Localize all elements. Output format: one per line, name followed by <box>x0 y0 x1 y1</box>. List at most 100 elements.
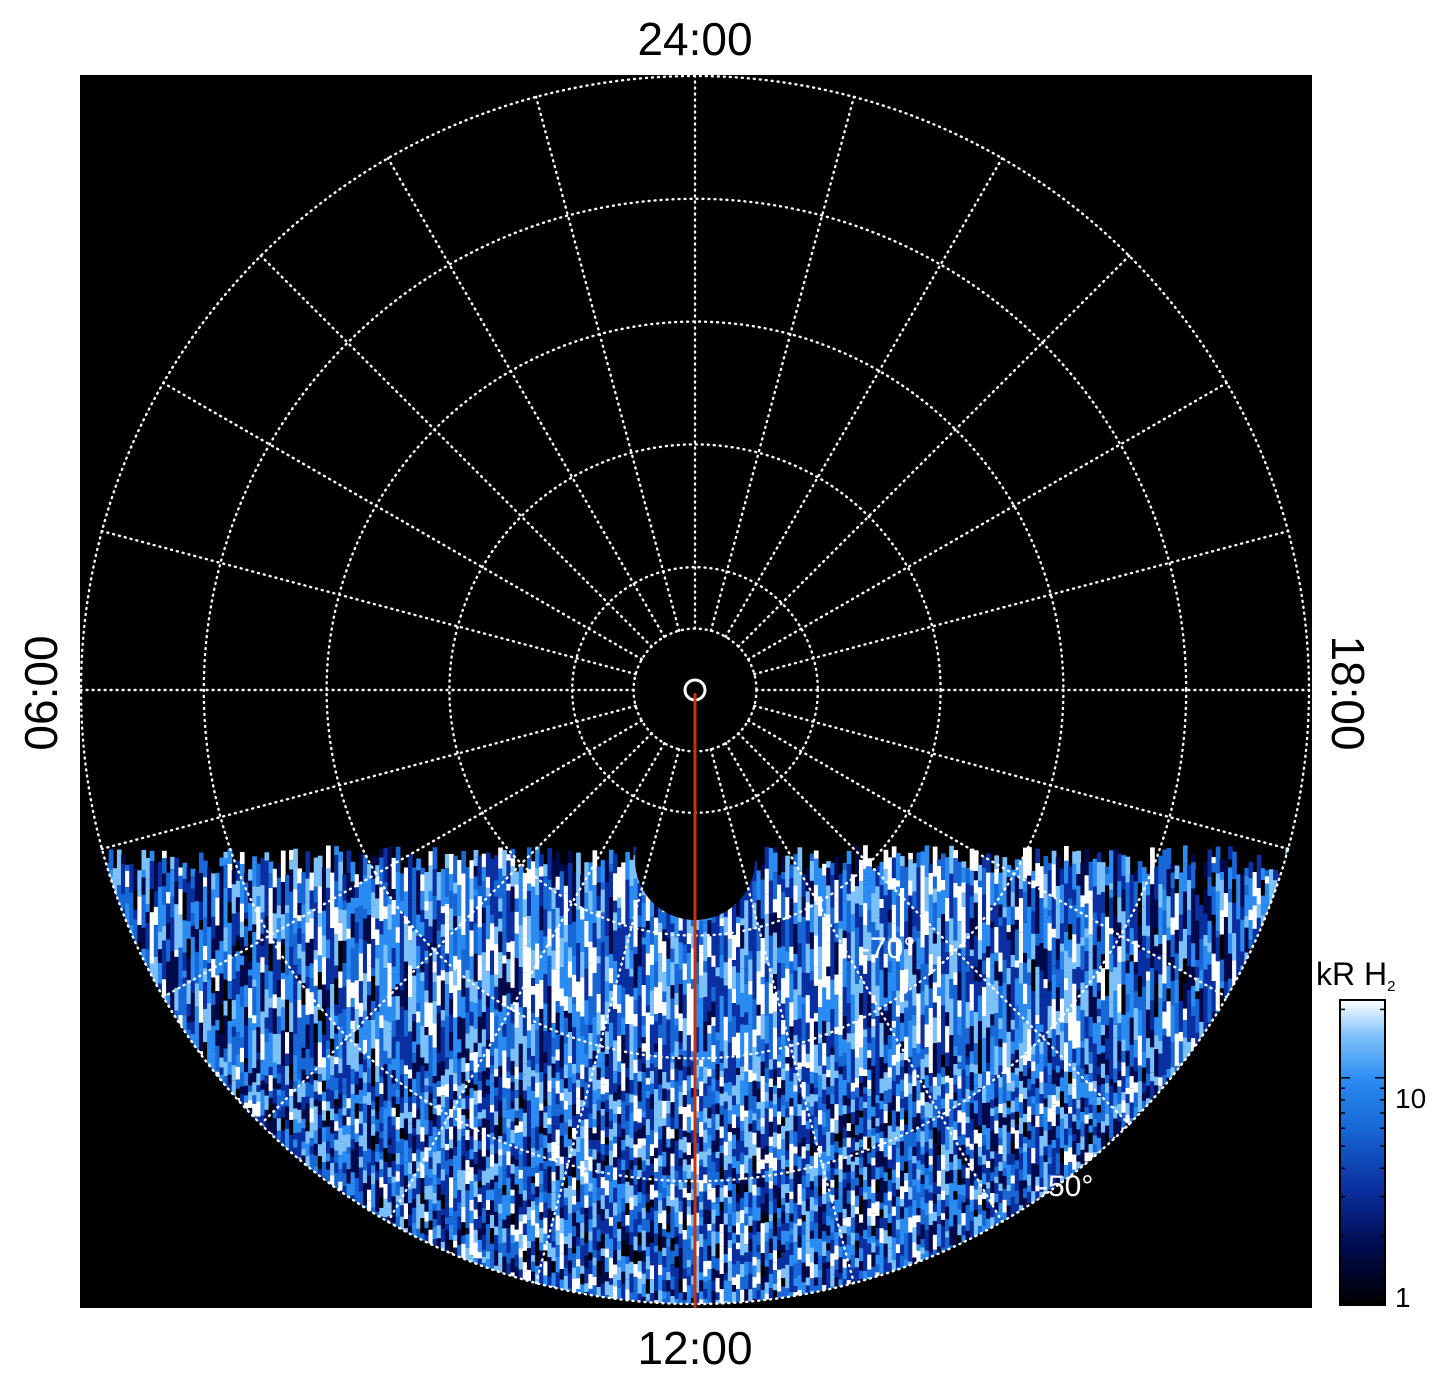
emission-cell <box>576 954 581 982</box>
emission-cell <box>498 1032 503 1066</box>
emission-cell <box>358 1104 364 1112</box>
emission-cell <box>416 1134 421 1150</box>
emission-cell <box>649 1156 655 1164</box>
emission-cell <box>367 981 372 996</box>
emission-cell <box>584 968 589 1001</box>
emission-cell <box>686 1248 692 1260</box>
emission-cell <box>383 919 389 945</box>
emission-cell <box>375 918 380 930</box>
emission-cell <box>604 1233 610 1242</box>
emission-cell <box>444 916 450 923</box>
emission-cell <box>367 864 372 879</box>
emission-cell <box>686 1132 692 1143</box>
emission-cell <box>264 964 270 990</box>
emission-cell <box>592 1133 598 1141</box>
emission-cell <box>383 906 389 919</box>
emission-cell <box>588 1127 594 1140</box>
emission-cell <box>641 1183 647 1195</box>
emission-cell <box>268 1059 274 1067</box>
emission-cell <box>367 878 372 909</box>
emission-cell <box>649 1242 655 1257</box>
emission-cell <box>342 1107 348 1116</box>
emission-cell <box>670 1138 676 1154</box>
emission-cell <box>362 1151 368 1162</box>
emission-cell <box>539 1219 544 1228</box>
emission-cell <box>375 1144 380 1152</box>
emission-cell <box>330 1075 335 1091</box>
emission-cell <box>424 910 430 919</box>
emission-cell <box>157 932 163 950</box>
emission-cell <box>678 1182 684 1190</box>
emission-cell <box>285 913 290 941</box>
emission-cell <box>690 1075 696 1088</box>
emission-cell <box>686 1285 692 1299</box>
emission-cell <box>485 1232 491 1241</box>
emission-cell <box>141 927 147 949</box>
emission-cell <box>621 1183 626 1199</box>
emission-cell <box>190 913 196 926</box>
emission-cell <box>449 1139 454 1149</box>
emission-cell <box>658 1069 663 1085</box>
emission-cell <box>403 961 409 985</box>
emission-cell <box>600 995 606 1015</box>
emission-cell <box>592 870 598 886</box>
emission-cell <box>682 1159 688 1172</box>
emission-cell <box>654 1103 659 1120</box>
emission-cell <box>633 1276 639 1291</box>
emission-cell <box>272 887 278 914</box>
emission-cell <box>444 868 450 897</box>
emission-cell <box>531 949 536 979</box>
emission-cell <box>285 905 290 914</box>
emission-cell <box>535 1063 540 1073</box>
emission-cell <box>244 1085 249 1096</box>
emission-cell <box>449 1207 454 1217</box>
emission-cell <box>395 927 401 943</box>
emission-cell <box>379 1083 384 1095</box>
emission-cell <box>682 994 688 1019</box>
emission-cell <box>465 1081 471 1096</box>
emission-cell <box>453 1247 458 1260</box>
emission-cell <box>666 1113 671 1128</box>
emission-cell <box>670 1129 676 1139</box>
emission-cell <box>227 1074 233 1085</box>
emission-cell <box>321 1006 327 1035</box>
emission-cell <box>600 1077 606 1085</box>
emission-cell <box>449 1310 454 1321</box>
emission-cell <box>637 1101 643 1109</box>
emission-cell <box>518 1007 524 1015</box>
emission-cell <box>408 1189 413 1204</box>
emission-cell <box>654 1089 659 1104</box>
emission-cell <box>342 1162 348 1174</box>
emission-cell <box>231 1080 237 1096</box>
emission-cell <box>522 1250 528 1263</box>
emission-cell <box>526 1152 532 1167</box>
emission-cell <box>531 1070 536 1077</box>
emission-cell <box>194 1006 200 1041</box>
emission-cell <box>477 999 483 1017</box>
emission-cell <box>654 935 659 962</box>
emission-cell <box>440 1228 446 1236</box>
emission-cell <box>682 911 688 945</box>
emission-cell <box>444 903 450 917</box>
emission-cell <box>485 1119 491 1135</box>
emission-cell <box>633 1095 639 1109</box>
emission-cell <box>145 879 151 905</box>
emission-cell <box>621 1226 626 1241</box>
emission-cell <box>490 858 495 879</box>
emission-cell <box>477 1072 483 1081</box>
emission-cell <box>252 986 257 1016</box>
emission-cell <box>350 1149 356 1158</box>
emission-cell <box>461 1083 466 1093</box>
emission-cell <box>625 1093 630 1106</box>
emission-cell <box>543 1106 548 1113</box>
emission-cell <box>572 997 577 1004</box>
emission-cell <box>235 880 241 898</box>
emission-cell <box>604 1092 610 1101</box>
emission-cell <box>522 1223 528 1235</box>
emission-cell <box>604 1127 610 1138</box>
emission-cell <box>465 1215 471 1229</box>
emission-cell <box>641 1117 647 1126</box>
emission-cell <box>470 1310 475 1319</box>
emission-cell <box>403 1036 409 1052</box>
emission-cell <box>276 877 282 906</box>
